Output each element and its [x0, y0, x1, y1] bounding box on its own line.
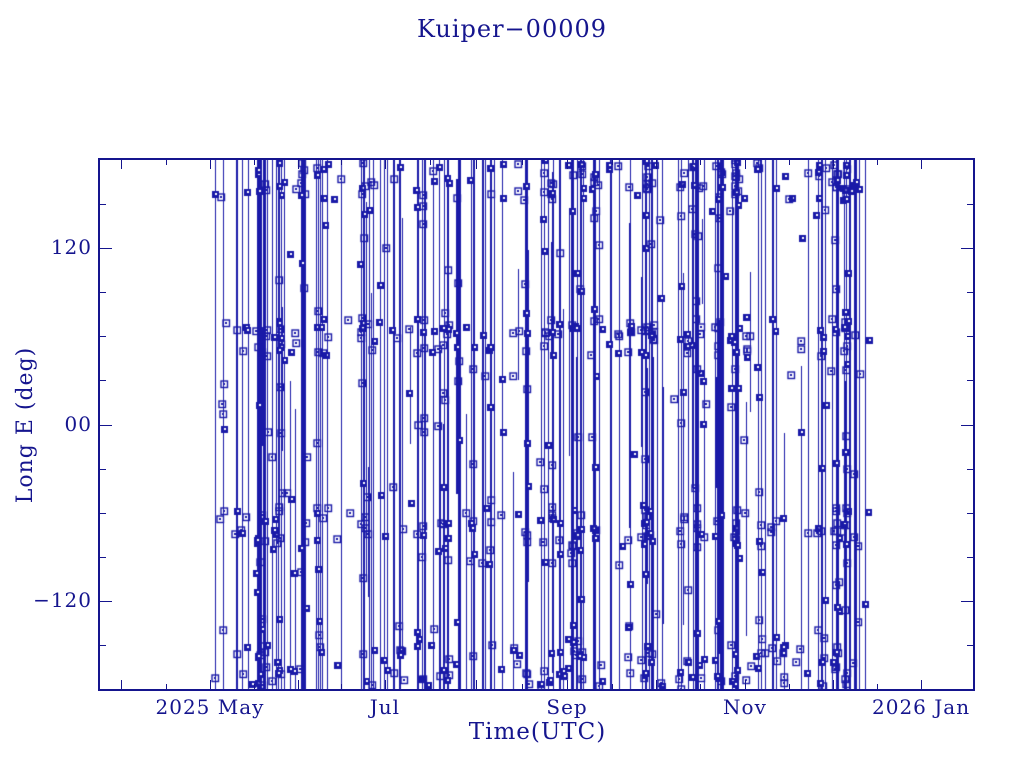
axis-tick: [100, 557, 106, 558]
y-tick-label: 120: [50, 235, 92, 260]
axis-tick: [476, 160, 477, 169]
axis-tick: [612, 160, 613, 165]
axis-tick: [100, 292, 106, 293]
axis-tick: [967, 557, 973, 558]
axis-tick: [100, 513, 106, 514]
axis-tick: [121, 680, 122, 689]
axis-tick: [921, 680, 922, 689]
axis-tick: [100, 336, 106, 337]
axis-tick: [745, 160, 746, 169]
axis-tick: [789, 684, 790, 689]
axis-tick: [833, 680, 834, 689]
axis-tick: [967, 645, 973, 646]
y-tick-label: −120: [33, 587, 92, 612]
x-tick-label: Jul: [369, 695, 401, 719]
axis-tick: [100, 601, 112, 602]
axis-tick: [612, 684, 613, 689]
axis-tick: [567, 160, 568, 169]
y-tick-label: 00: [64, 411, 92, 436]
axis-tick: [476, 680, 477, 689]
axis-tick: [298, 680, 299, 689]
axis-tick: [100, 380, 106, 381]
axis-tick: [385, 680, 386, 689]
x-tick-label: 2026 Jan: [872, 695, 971, 719]
axis-tick: [100, 469, 106, 470]
axis-tick: [961, 601, 973, 602]
x-tick-label: 2025 May: [155, 695, 265, 719]
axis-tick: [121, 160, 122, 169]
chart-title: Kuiper−00009: [416, 15, 608, 43]
axis-tick: [921, 160, 922, 169]
axis-tick: [656, 680, 657, 689]
axis-tick: [100, 645, 106, 646]
axis-tick: [656, 160, 657, 169]
x-tick-label: Sep: [546, 695, 588, 719]
axis-tick: [100, 425, 112, 426]
axis-tick: [341, 684, 342, 689]
axis-tick: [567, 680, 568, 689]
axis-tick: [700, 160, 701, 165]
axis-tick: [254, 684, 255, 689]
axis-tick: [430, 684, 431, 689]
axis-tick: [522, 160, 523, 165]
axis-tick: [254, 160, 255, 165]
axis-tick: [166, 684, 167, 689]
axis-tick: [522, 684, 523, 689]
axis-tick: [385, 160, 386, 169]
axis-tick: [341, 160, 342, 165]
axis-tick: [700, 684, 701, 689]
axis-tick: [210, 680, 211, 689]
axis-tick: [967, 292, 973, 293]
axis-tick: [789, 160, 790, 165]
axis-tick: [210, 160, 211, 169]
axis-tick: [877, 684, 878, 689]
plot-canvas: [100, 160, 973, 689]
axis-tick: [967, 513, 973, 514]
axis-tick: [877, 160, 878, 165]
axis-tick: [967, 469, 973, 470]
axis-tick: [833, 160, 834, 169]
axis-tick: [961, 248, 973, 249]
axis-tick: [967, 336, 973, 337]
axis-tick: [967, 204, 973, 205]
axis-tick: [967, 380, 973, 381]
x-axis-title: Time(UTC): [468, 719, 607, 745]
axis-tick: [430, 160, 431, 165]
plot-area: [98, 158, 975, 691]
axis-tick: [961, 425, 973, 426]
axis-tick: [100, 248, 112, 249]
axis-tick: [298, 160, 299, 169]
axis-tick: [100, 204, 106, 205]
axis-tick: [745, 680, 746, 689]
x-tick-label: Nov: [723, 695, 767, 719]
axis-tick: [166, 160, 167, 165]
